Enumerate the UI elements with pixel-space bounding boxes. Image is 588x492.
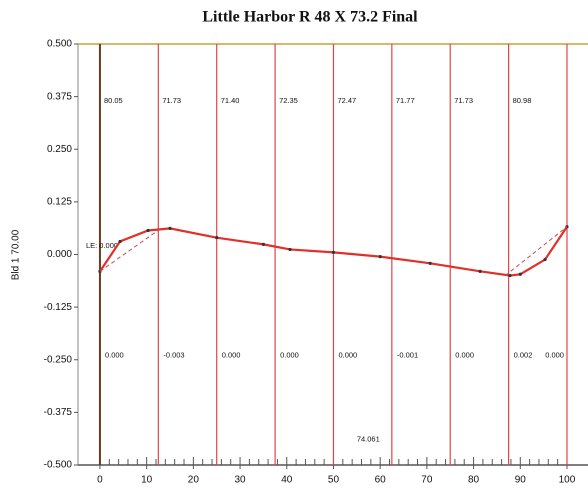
segment-label: 72.47 (337, 96, 356, 105)
curve-point (288, 247, 292, 252)
station-label: 0.000 (280, 351, 299, 360)
station-label: -0.003 (163, 351, 184, 360)
curve-point (146, 228, 150, 233)
station-label: 0.002 (514, 351, 533, 360)
curve-point (378, 255, 382, 259)
x-tick-label: 10 (141, 475, 153, 486)
curve-point (215, 236, 219, 240)
annotation: 74.061 (357, 435, 380, 444)
y-tick-label: 0.125 (47, 197, 72, 208)
curve-point (518, 272, 522, 276)
chord-line (99, 226, 568, 276)
station-label: 0.000 (338, 351, 357, 360)
y-tick-label: 0.500 (47, 39, 72, 50)
x-tick-label: 90 (515, 475, 527, 486)
curve-point (168, 226, 172, 230)
segment-label: 71.73 (162, 96, 181, 105)
station-label: 0.000 (105, 351, 124, 360)
station-label: 0.000 (222, 351, 241, 360)
curve-point (508, 273, 512, 278)
y-tick-label: 0.250 (47, 144, 72, 155)
x-tick-label: 60 (375, 475, 387, 486)
x-tick-label: 50 (328, 475, 340, 486)
segment-label: 71.77 (396, 96, 415, 105)
x-tick-label: 30 (234, 475, 246, 486)
y-tick-label: 0.000 (47, 249, 72, 260)
y-axis-label: Bld 1 70.00 (11, 229, 22, 280)
x-tick-label: 80 (468, 475, 480, 486)
curve-point (428, 261, 432, 265)
y-tick-label: -0.125 (44, 302, 73, 313)
x-tick-label: 100 (559, 475, 576, 486)
segment-label: 80.98 (513, 96, 532, 105)
x-tick-label: 0 (97, 475, 103, 486)
x-tick-label: 70 (421, 475, 433, 486)
segment-label: 71.40 (221, 96, 240, 105)
chart-title: Little Harbor R 48 X 73.2 Final (202, 9, 418, 26)
curve-point (331, 250, 336, 254)
station-label: 0.000 (545, 351, 564, 360)
curve-point (118, 239, 122, 244)
segment-label: 80.05 (104, 96, 123, 105)
segment-label: 72.35 (279, 96, 298, 105)
x-tick-label: 40 (281, 475, 293, 486)
curve-point (478, 269, 482, 273)
y-tick-label: 0.375 (47, 91, 72, 102)
x-tick-label: 20 (188, 475, 200, 486)
y-tick-label: -0.250 (44, 354, 73, 365)
y-tick-label: -0.500 (44, 460, 73, 471)
station-label: -0.001 (397, 351, 418, 360)
y-tick-label: -0.375 (44, 407, 73, 418)
segment-label: 71.73 (454, 96, 473, 105)
station-label: 0.000 (455, 351, 474, 360)
annotation: LE: 0.000 (86, 241, 118, 250)
curve-point (543, 257, 547, 262)
curve-point (261, 242, 266, 246)
